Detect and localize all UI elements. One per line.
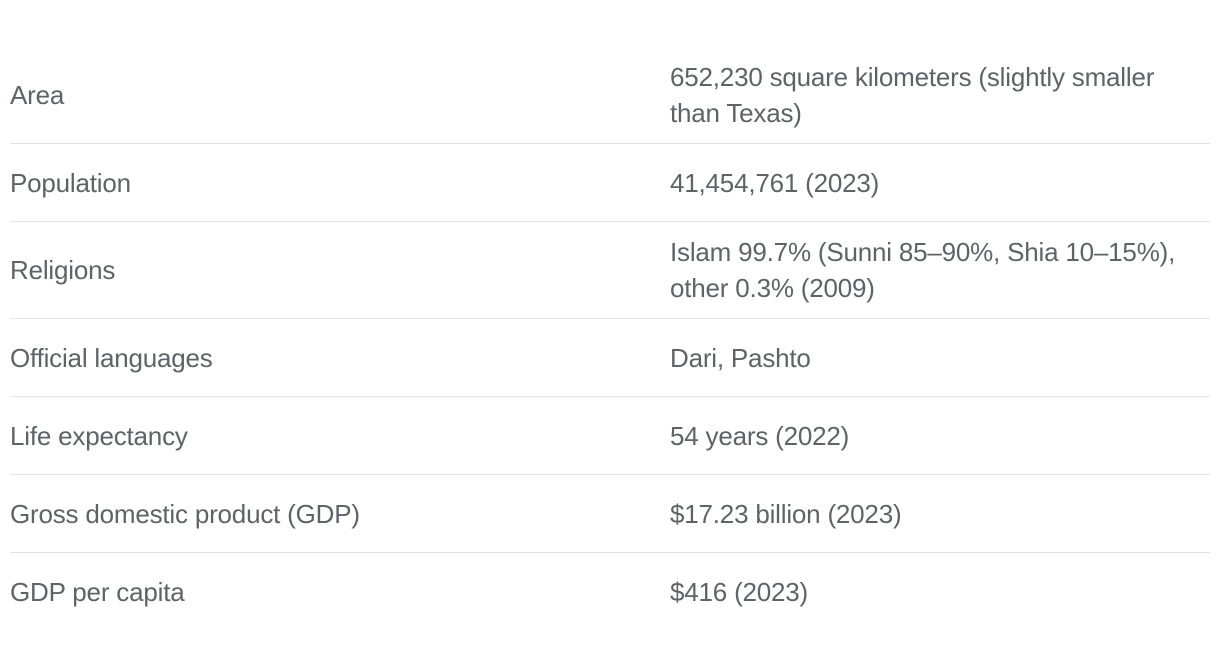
fact-label-area: Area <box>10 80 65 110</box>
fact-value-population: 41,454,761 (2023) <box>670 167 880 198</box>
table-row: GDP per capita $416 (2023) <box>10 553 1210 631</box>
fact-value-gdp: $17.23 billion (2023) <box>670 498 902 529</box>
fact-value-gdp-per-capita: $416 (2023) <box>670 576 809 607</box>
fact-value-religions: Islam 99.7% (Sunni 85–90%, Shia 10–15%),… <box>670 237 1176 303</box>
table-row: Area 652,230 square kilometers (slightly… <box>10 47 1210 144</box>
table-row: Population 41,454,761 (2023) <box>10 144 1210 222</box>
table-row: Religions Islam 99.7% (Sunni 85–90%, Shi… <box>10 222 1210 319</box>
table-row: Life expectancy 54 years (2022) <box>10 397 1210 475</box>
fact-value-official-languages: Dari, Pashto <box>670 342 811 373</box>
fact-label-official-languages: Official languages <box>10 342 213 373</box>
fact-label-religions: Religions <box>10 255 116 285</box>
table-row: Official languages Dari, Pashto <box>10 319 1210 397</box>
fact-label-gdp: Gross domestic product (GDP) <box>10 498 360 529</box>
table-row: Gross domestic product (GDP) $17.23 bill… <box>10 475 1210 553</box>
fact-value-area: 652,230 square kilometers (slightly smal… <box>670 62 1155 128</box>
fact-label-life-expectancy: Life expectancy <box>10 420 188 451</box>
fact-value-life-expectancy: 54 years (2022) <box>670 420 850 451</box>
country-facts-table: Area 652,230 square kilometers (slightly… <box>10 47 1210 630</box>
fact-label-gdp-per-capita: GDP per capita <box>10 576 185 607</box>
fact-label-population: Population <box>10 167 131 198</box>
